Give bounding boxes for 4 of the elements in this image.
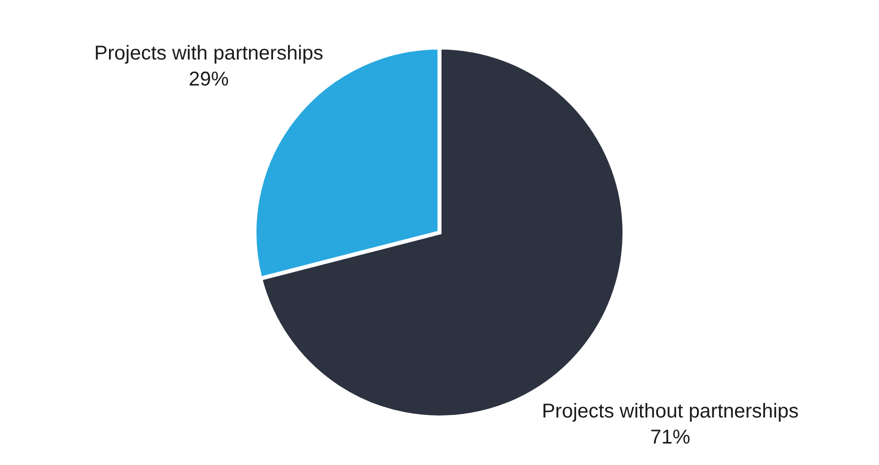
data-label: 71% [650,426,690,448]
slice-label: Projects with partnerships [94,42,324,65]
slice-label: Projects without partnerships [542,400,799,422]
data-label: 29% [188,68,230,91]
